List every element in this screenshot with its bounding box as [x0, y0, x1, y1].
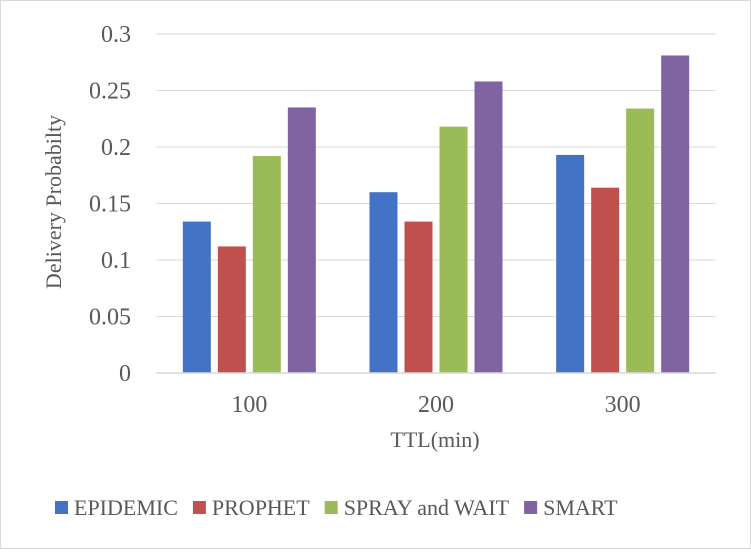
legend-label: EPIDEMIC	[74, 495, 178, 520]
x-tick-label: 200	[418, 392, 454, 418]
x-tick-label: 300	[605, 392, 641, 418]
y-tick-label: 0.05	[89, 305, 131, 331]
legend: EPIDEMIC PROPHET SPRAY and WAIT SMART	[55, 495, 618, 520]
bar	[556, 154, 585, 373]
bar	[439, 126, 468, 373]
bars	[182, 55, 690, 374]
y-axis-label: Delivery Probabilty	[41, 115, 66, 289]
bar	[591, 187, 620, 373]
y-tick-label: 0.2	[101, 135, 131, 161]
legend-swatch	[524, 501, 538, 514]
y-tick-labels: 0 0.05 0.1 0.15 0.2 0.25 0.3	[89, 22, 131, 387]
bar	[217, 246, 246, 373]
y-tick-label: 0	[119, 361, 131, 387]
legend-swatch	[55, 501, 68, 514]
gridlines	[156, 33, 716, 317]
legend-label: PROPHET	[212, 495, 310, 520]
y-tick-label: 0.25	[89, 79, 131, 105]
bar	[287, 107, 316, 373]
bar	[404, 221, 433, 373]
legend-label: SMART	[543, 495, 618, 520]
x-axis-label: TTL(min)	[390, 427, 479, 452]
bar	[474, 81, 503, 374]
legend-swatch	[192, 501, 206, 514]
bar	[252, 156, 281, 373]
x-tick-labels: 100 200 300	[231, 392, 640, 418]
bar	[182, 221, 211, 373]
legend-label: SPRAY and WAIT	[344, 495, 510, 520]
x-tick-label: 100	[231, 392, 267, 418]
y-tick-label: 0.3	[101, 22, 131, 48]
y-tick-label: 0.1	[101, 248, 131, 274]
legend-swatch	[324, 501, 338, 514]
bar	[661, 55, 690, 373]
bar	[626, 108, 655, 373]
y-tick-label: 0.15	[89, 192, 131, 218]
bar	[369, 192, 398, 373]
